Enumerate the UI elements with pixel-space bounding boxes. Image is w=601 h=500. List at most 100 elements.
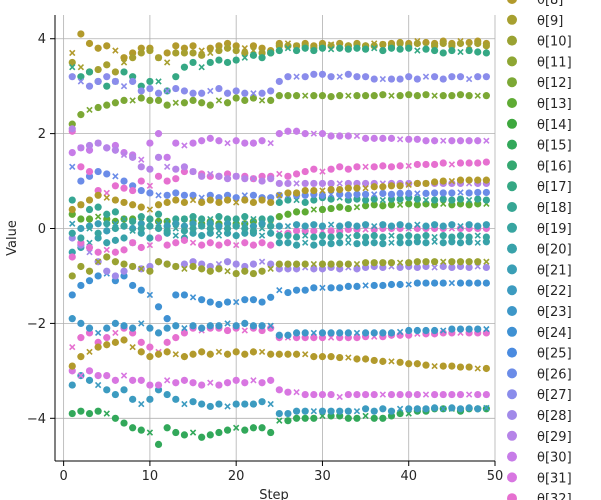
scatter-point <box>387 75 396 83</box>
scatter-point <box>405 239 413 247</box>
scatter-point <box>379 391 387 398</box>
scatter-point <box>379 240 387 248</box>
scatter-point <box>439 362 447 370</box>
scatter-point <box>241 213 249 221</box>
scatter-point <box>318 407 327 415</box>
scatter-point <box>180 99 189 107</box>
scatter-point <box>465 46 473 55</box>
scatter-point <box>361 405 370 413</box>
scatter-point <box>163 390 171 399</box>
scatter-point <box>327 353 335 361</box>
scatter-point <box>301 407 309 415</box>
scatter-point <box>284 189 292 197</box>
scatter-point <box>353 163 361 171</box>
scatter-point <box>448 137 456 145</box>
legend-entry: θ[12] <box>507 76 572 91</box>
legend-label: θ[11] <box>537 55 572 70</box>
scatter-point <box>474 176 482 184</box>
scatter-point <box>111 224 119 233</box>
legend-marker <box>507 160 517 171</box>
scatter-point <box>327 93 335 101</box>
scatter-point <box>111 376 119 384</box>
scatter-point <box>361 134 370 142</box>
scatter-point <box>241 296 249 304</box>
scatter-point <box>69 49 76 57</box>
scatter-point <box>344 390 352 399</box>
scatter-point <box>258 232 266 239</box>
legend-label: θ[24] <box>537 326 572 341</box>
scatter-point <box>86 106 93 114</box>
scatter-point <box>405 390 413 399</box>
scatter-point <box>318 205 327 214</box>
scatter-point <box>267 49 275 57</box>
scatter-point <box>232 400 240 408</box>
scatter-point <box>77 201 85 209</box>
scatter-point <box>379 281 387 290</box>
scatter-point <box>422 279 430 287</box>
scatter-point <box>138 320 145 327</box>
scatter-point <box>292 414 301 422</box>
scatter-point <box>275 213 283 221</box>
scatter-point <box>189 224 197 233</box>
scatter-point <box>336 239 344 247</box>
scatter-point <box>327 204 335 213</box>
scatter-point <box>293 389 300 396</box>
scatter-point <box>396 221 404 229</box>
scatter-point <box>163 324 171 332</box>
scatter-point <box>189 294 197 301</box>
scatter-point <box>215 137 223 145</box>
scatter-point <box>94 229 102 237</box>
scatter-point <box>249 94 258 102</box>
scatter-point <box>137 186 145 195</box>
scatter-point <box>448 196 456 204</box>
scatter-point <box>465 75 473 83</box>
scatter-point <box>318 222 327 230</box>
scatter-point <box>111 390 119 399</box>
scatter-point <box>318 44 327 52</box>
scatter-point <box>77 64 85 71</box>
scatter-point <box>405 281 412 288</box>
scatter-point <box>292 127 301 135</box>
scatter-point <box>77 163 85 171</box>
legend-entry: θ[29] <box>507 430 572 445</box>
scatter-point <box>327 329 335 337</box>
scatter-point <box>370 356 378 365</box>
scatter-point <box>69 64 76 71</box>
scatter-point <box>94 65 102 74</box>
scatter-point <box>85 367 94 375</box>
scatter-point <box>103 341 111 349</box>
scatter-point <box>396 45 404 53</box>
scatter-point <box>241 400 249 408</box>
scatter-point <box>163 227 171 235</box>
scatter-point <box>310 165 318 173</box>
scatter-point <box>396 182 404 190</box>
scatter-point <box>301 208 309 216</box>
scatter-point <box>85 68 94 76</box>
scatter-point <box>379 405 387 413</box>
scatter-point <box>292 260 301 268</box>
scatter-point <box>103 246 110 254</box>
scatter-point <box>370 42 378 50</box>
scatter-point <box>77 215 85 223</box>
scatter-point <box>301 73 309 81</box>
scatter-point <box>103 144 111 152</box>
scatter-point <box>405 73 413 81</box>
axes <box>54 15 495 462</box>
scatter-point <box>353 232 361 240</box>
scatter-point <box>120 59 128 66</box>
scatter-point <box>258 239 266 247</box>
scatter-point <box>362 282 369 289</box>
scatter-point <box>336 222 344 230</box>
scatter-point <box>172 239 180 247</box>
legend-marker <box>507 306 517 316</box>
legend-label: θ[31] <box>537 471 572 486</box>
scatter-point <box>241 96 249 105</box>
scatter-point <box>448 362 456 370</box>
scatter-point <box>215 241 223 249</box>
scatter-point <box>207 170 214 178</box>
scatter-point <box>120 322 128 330</box>
scatter-point <box>275 92 283 100</box>
scatter-point <box>85 141 94 150</box>
scatter-point <box>103 267 111 275</box>
scatter-point <box>345 92 352 99</box>
